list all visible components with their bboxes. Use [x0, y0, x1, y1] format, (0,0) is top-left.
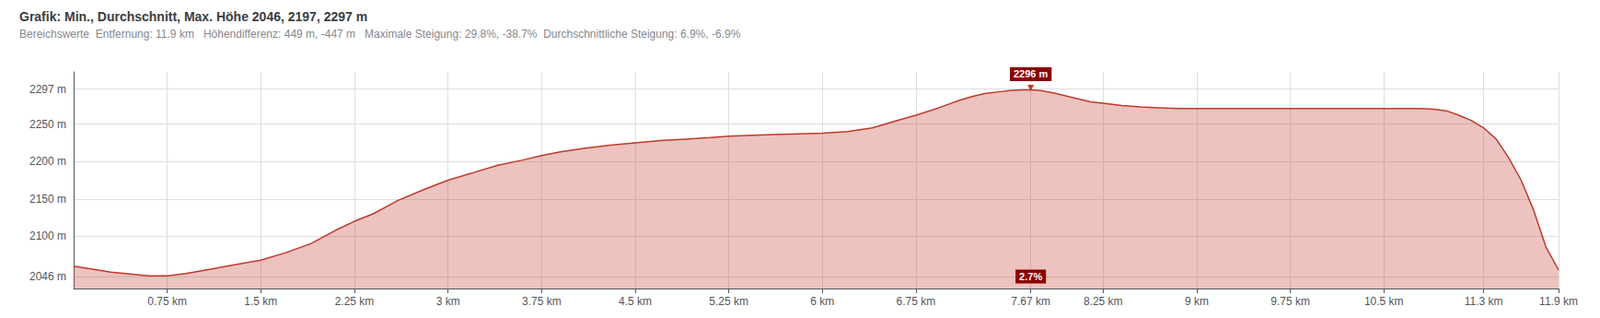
svg-text:11.9 km: 11.9 km [1539, 294, 1578, 308]
svg-text:2250 m: 2250 m [29, 117, 67, 131]
svg-text:10.5 km: 10.5 km [1364, 294, 1404, 308]
svg-text:4.5 km: 4.5 km [618, 294, 652, 308]
svg-text:2046 m: 2046 m [29, 269, 67, 283]
svg-text:2150 m: 2150 m [29, 192, 67, 206]
svg-text:9.75 km: 9.75 km [1270, 294, 1311, 308]
svg-text:6 km: 6 km [810, 294, 835, 308]
svg-text:3 km: 3 km [436, 294, 461, 308]
svg-text:Bereichswerte Entfernung: 11.: Bereichswerte Entfernung: 11.9 km Höhend… [19, 27, 742, 41]
svg-text:7.67 km: 7.67 km [1010, 294, 1051, 308]
svg-text:2296 m: 2296 m [1013, 68, 1049, 80]
svg-text:9 km: 9 km [1184, 294, 1209, 308]
svg-text:2.7%: 2.7% [1019, 270, 1043, 282]
svg-text:2200 m: 2200 m [29, 154, 67, 168]
svg-text:Grafik: Min., Durchschnitt, Ma: Grafik: Min., Durchschnitt, Max. Höhe 20… [19, 9, 368, 24]
svg-text:1.5 km: 1.5 km [243, 294, 278, 308]
svg-text:5.25 km: 5.25 km [708, 294, 749, 308]
svg-text:2100 m: 2100 m [29, 229, 67, 243]
svg-text:2.25 km: 2.25 km [335, 294, 375, 308]
svg-text:3.75 km: 3.75 km [521, 294, 562, 308]
svg-text:2297 m: 2297 m [29, 82, 67, 96]
svg-text:8.25 km: 8.25 km [1083, 294, 1124, 308]
svg-text:0.75 km: 0.75 km [147, 294, 187, 308]
svg-text:6.75 km: 6.75 km [896, 294, 937, 308]
svg-text:11.3 km: 11.3 km [1464, 294, 1504, 308]
